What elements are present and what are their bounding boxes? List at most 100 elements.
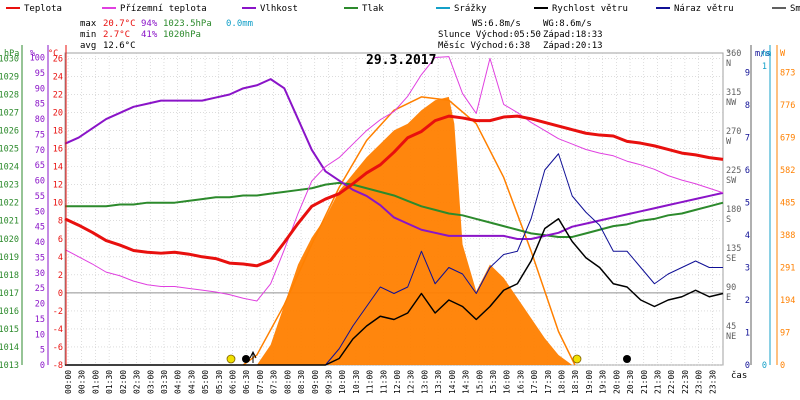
wm2-axis-label: W	[780, 49, 786, 59]
x-tick-label: 10:30	[352, 370, 361, 394]
series-layer	[64, 56, 724, 366]
hpa-tick-label: 1018	[0, 271, 19, 281]
max-press: 1023.5hPa	[163, 19, 212, 29]
celsius-tick-label: 26	[53, 54, 63, 64]
celsius-tick-label: 20	[53, 109, 63, 119]
wm2-tick-label: 873	[780, 68, 795, 78]
max-temp: 20.7°C	[103, 19, 136, 29]
legend-label-press: Tlak	[362, 4, 384, 14]
direction-tick-label: 180	[726, 205, 741, 215]
wm2-tick-label: 582	[780, 166, 795, 176]
ms-tick-label: 8	[745, 101, 750, 111]
mm-tick-label: 1	[762, 62, 767, 72]
stats-block: max 20.7°C 94% 1023.5hPa 0.0mm min 2.7°C…	[80, 19, 253, 51]
hpa-tick-label: 1029	[0, 72, 19, 82]
x-tick-label: 12:00	[393, 370, 402, 394]
sunrise-icon	[226, 354, 236, 364]
x-tick-label: 10:00	[338, 370, 347, 394]
wm2-tick-label: 194	[780, 296, 795, 306]
ms-tick-label: 5	[745, 199, 750, 209]
x-tick-label: 07:00	[256, 370, 265, 394]
celsius-tick-label: 24	[53, 72, 63, 82]
x-tick-label: 06:30	[242, 370, 251, 394]
series-tlak-line	[65, 181, 724, 238]
percent-tick-label: 100	[30, 54, 45, 64]
celsius-tick-label: 8	[58, 217, 63, 227]
ms-tick-label: 0	[745, 361, 750, 371]
percent-tick-label: 75	[35, 130, 45, 140]
x-tick-label: 22:30	[681, 370, 690, 394]
moonset-icon	[623, 355, 631, 363]
x-tick-label: 01:30	[105, 370, 114, 394]
x-tick-label: 18:30	[571, 370, 580, 394]
celsius-tick-label: 4	[58, 253, 63, 263]
avg-temp: 12.6°C	[103, 41, 136, 51]
direction-tick-label: 90	[726, 283, 736, 293]
hpa-tick-label: 1014	[0, 343, 19, 353]
percent-axis-label: %	[30, 49, 35, 59]
moon-rise: Měsíc Východ:6:38	[438, 41, 530, 51]
direction-tick-compass: W	[726, 137, 732, 147]
series-rychlost-vetru-line	[65, 218, 724, 366]
x-tick-label: 17:00	[530, 370, 539, 394]
max-rain: 0.0mm	[226, 19, 253, 29]
ms-axis-label: m/s	[755, 49, 770, 59]
max-label: max	[80, 19, 97, 29]
percent-tick-label: 20	[35, 300, 45, 310]
celsius-tick-label: -4	[53, 325, 63, 335]
x-tick-label: 08:30	[297, 370, 306, 394]
celsius-tick-label: 6	[58, 235, 63, 245]
mm-axis-label: mm	[761, 49, 771, 59]
x-tick-label: 05:00	[201, 370, 210, 394]
x-tick-label: 03:30	[160, 370, 169, 394]
percent-tick-label: 30	[35, 269, 45, 279]
legend-label-gust: Náraz větru	[674, 4, 734, 14]
hpa-tick-label: 1021	[0, 217, 19, 227]
x-tick-label: 13:00	[420, 370, 429, 394]
hpa-axis-label: hPa	[4, 49, 19, 59]
axes-layer: 00:00 00:30 01:00 01:30 02:00 02:30 03:00 03:30…	[0, 45, 795, 394]
hpa-tick-label: 1024	[0, 163, 19, 173]
x-tick-label: 21:30	[653, 370, 662, 394]
direction-tick-compass: SW	[726, 176, 737, 186]
celsius-tick-label: -8	[53, 361, 63, 371]
percent-tick-label: 45	[35, 223, 45, 233]
legend-label-rain: Srážky	[454, 4, 487, 14]
direction-tick-label: 360	[726, 49, 741, 59]
direction-tick-compass: E	[726, 293, 731, 303]
celsius-tick-label: 18	[53, 127, 63, 137]
x-tick-label: 16:00	[503, 370, 512, 394]
x-tick-label: 02:30	[133, 370, 142, 394]
chart-title: 29.3.2017	[366, 53, 436, 68]
percent-tick-label: 60	[35, 177, 45, 187]
percent-tick-label: 35	[35, 253, 45, 263]
min-label: min	[80, 30, 96, 40]
x-tick-label: 16:30	[516, 370, 525, 394]
x-tick-label: 00:30	[78, 370, 87, 394]
hpa-tick-label: 1016	[0, 307, 19, 317]
x-tick-label: 13:30	[434, 370, 443, 394]
ms-tick-label: 7	[745, 134, 750, 144]
percent-tick-label: 0	[40, 361, 45, 371]
x-tick-label: 09:30	[324, 370, 333, 394]
sun-set: Západ:18:33	[543, 30, 603, 40]
percent-tick-label: 25	[35, 284, 45, 294]
hpa-tick-label: 1023	[0, 181, 19, 191]
wm2-tick-label: 679	[780, 133, 795, 143]
celsius-tick-label: 14	[53, 163, 63, 173]
wg-value: WG:8.6m/s	[543, 19, 592, 29]
ms-tick-label: 4	[745, 231, 750, 241]
x-tick-label: 14:00	[448, 370, 457, 394]
ms-tick-label: 2	[745, 296, 750, 306]
moonrise-arrow-icon	[249, 350, 257, 363]
x-tick-label: 20:30	[626, 370, 635, 394]
celsius-tick-label: 22	[53, 90, 63, 100]
percent-tick-label: 55	[35, 192, 45, 202]
min-press: 1020hPa	[163, 30, 201, 40]
x-tick-label: 15:30	[489, 370, 498, 394]
x-tick-label: 14:30	[462, 370, 471, 394]
min-temp: 2.7°C	[103, 30, 130, 40]
celsius-tick-label: 16	[53, 145, 63, 155]
wm2-tick-label: 97	[780, 328, 790, 338]
